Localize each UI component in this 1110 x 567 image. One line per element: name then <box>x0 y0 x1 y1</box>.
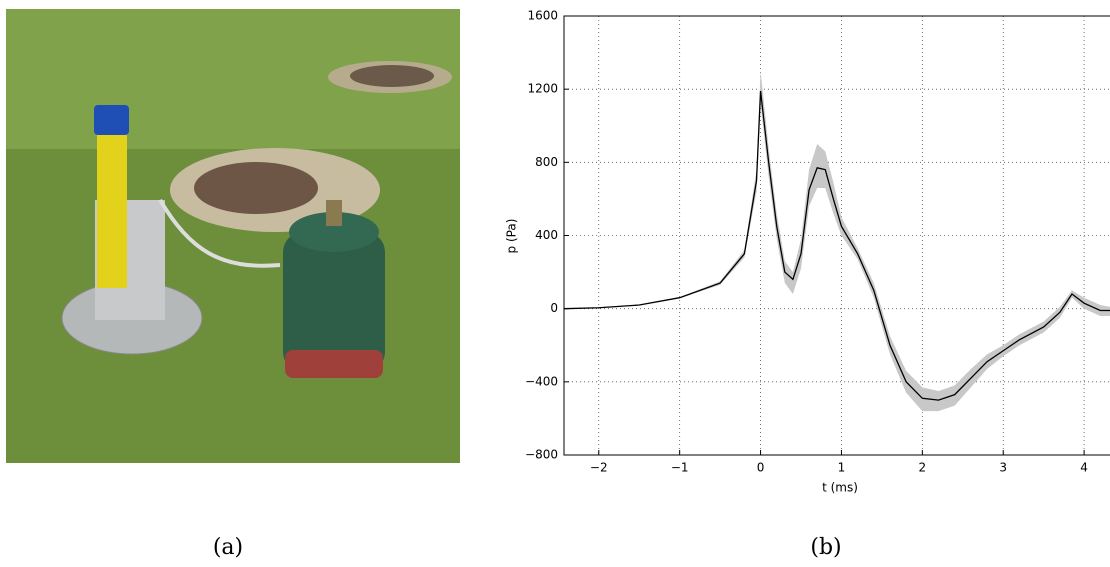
photo <box>6 9 460 463</box>
caption: (b) <box>810 535 841 560</box>
x-tick-label: 1 <box>838 461 846 475</box>
x-axis-label: t (ms) <box>822 481 858 495</box>
axes-box <box>563 15 1110 456</box>
x-tick-label: 0 <box>757 461 765 475</box>
x-tick-label: 3 <box>999 461 1007 475</box>
x-tick-label: −1 <box>671 461 689 475</box>
y-tick-label: −400 <box>525 374 558 388</box>
y-tick-label: 1600 <box>527 9 558 23</box>
caption: (a) <box>213 535 243 560</box>
x-tick-label: −2 <box>590 461 608 475</box>
y-axis-label: p (Pa) <box>505 219 519 254</box>
y-tick-label: −800 <box>525 448 558 462</box>
y-tick-label: 800 <box>535 155 558 169</box>
y-tick-label: 1200 <box>527 82 558 96</box>
line <box>563 90 1110 401</box>
y-tick-label: 0 <box>550 301 558 315</box>
x-tick-label: 2 <box>919 461 927 475</box>
y-tick-label: 400 <box>535 228 558 242</box>
x-tick-label: 4 <box>1080 461 1088 475</box>
